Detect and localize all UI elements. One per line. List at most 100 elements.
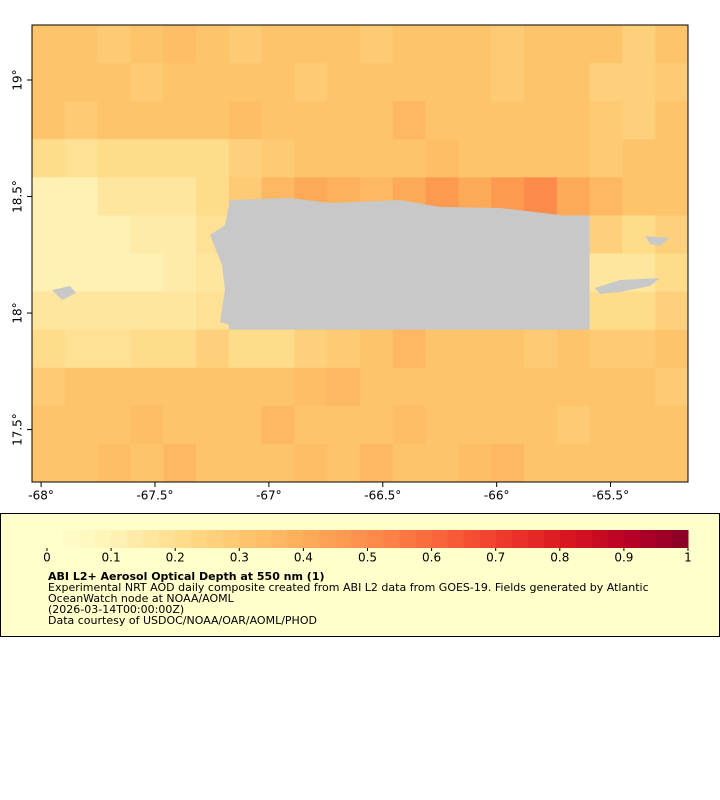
- aod-cell: [556, 101, 591, 140]
- aod-cell: [655, 101, 689, 140]
- legend-line: OceanWatch node at NOAA/AOML: [48, 592, 235, 605]
- aod-cell: [163, 101, 197, 140]
- aod-cell: [97, 101, 131, 140]
- aod-cell: [64, 177, 99, 216]
- aod-cell: [589, 405, 623, 445]
- aod-cell: [392, 367, 427, 407]
- aod-cell: [228, 139, 263, 178]
- colorbar-step: [239, 530, 256, 548]
- aod-cell: [97, 443, 131, 483]
- colorbar-step: [207, 530, 224, 548]
- colorbar-step: [383, 530, 401, 548]
- aod-cell: [196, 101, 230, 140]
- legend-title: ABI L2+ Aerosol Optical Depth at 550 nm …: [48, 570, 325, 583]
- aod-cell: [64, 405, 99, 445]
- aod-cell: [360, 443, 394, 483]
- x-tick-label: -67.5°: [136, 489, 173, 503]
- colorbar-step: [351, 530, 368, 548]
- aod-cell: [228, 101, 263, 140]
- aod-cell: [556, 443, 591, 483]
- aod-cell: [196, 25, 230, 64]
- colorbar-step: [319, 530, 336, 548]
- y-tick-label: 19°: [11, 69, 25, 90]
- aod-cell: [622, 329, 656, 369]
- aod-cell: [655, 215, 689, 254]
- aod-cell: [64, 101, 99, 140]
- aod-cell: [163, 139, 197, 178]
- colorbar-step: [271, 530, 288, 548]
- colorbar-step: [159, 530, 176, 548]
- colorbar-tick-label: 0.3: [230, 551, 249, 565]
- aod-cell: [294, 367, 328, 407]
- aod-cell: [360, 367, 394, 407]
- aod-cell: [163, 291, 197, 331]
- aod-cell: [130, 329, 164, 369]
- aod-cell: [163, 63, 197, 102]
- aod-cell: [392, 25, 427, 64]
- aod-cell: [261, 443, 295, 483]
- colorbar-step: [655, 530, 673, 548]
- aod-cell: [655, 367, 689, 407]
- aod-cell: [622, 139, 656, 178]
- aod-cell: [392, 443, 427, 483]
- aod-cell: [163, 253, 197, 293]
- aod-cell: [655, 63, 689, 102]
- aod-cell: [294, 63, 328, 102]
- aod-cell: [425, 139, 459, 178]
- aod-cell: [524, 177, 558, 216]
- colorbar-tick-label: 0.6: [422, 551, 441, 565]
- aod-cell: [392, 405, 427, 445]
- aod-cell: [32, 405, 66, 445]
- aod-cell: [589, 25, 623, 64]
- aod-cell: [360, 329, 394, 369]
- colorbar-tick-label: 0.2: [166, 551, 185, 565]
- aod-cell: [261, 63, 295, 102]
- land: [645, 236, 670, 246]
- aod-cell: [491, 25, 525, 64]
- aod-cell: [32, 329, 66, 369]
- aod-cell: [163, 329, 197, 369]
- aod-cell: [458, 101, 492, 140]
- aod-cell: [622, 215, 656, 254]
- aod-cell: [130, 139, 164, 178]
- aod-cell: [392, 329, 427, 369]
- aod-cell: [261, 101, 295, 140]
- colorbar-tick-label: 1: [684, 551, 692, 565]
- aod-cell: [655, 25, 689, 64]
- aod-cell: [130, 443, 164, 483]
- aod-cell: [97, 63, 131, 102]
- colorbar-step: [127, 530, 144, 548]
- aod-cell: [556, 25, 591, 64]
- aod-cell: [458, 405, 492, 445]
- aod-cell: [425, 443, 459, 483]
- aod-cell: [64, 63, 99, 102]
- colorbar: 0 0.1 0.2 0.3 0.4 0.5 0.6 0.7 0.8 0.9 1: [43, 530, 692, 565]
- aod-cell: [196, 63, 230, 102]
- aod-cell: [32, 63, 66, 102]
- aod-cell: [589, 101, 623, 140]
- aod-cell: [163, 215, 197, 254]
- aod-cell: [655, 253, 689, 293]
- colorbar-step: [671, 530, 689, 548]
- aod-cell: [196, 139, 230, 178]
- x-tick-label: -66.5°: [364, 489, 401, 503]
- colorbar-step: [303, 530, 320, 548]
- aod-cell: [622, 177, 656, 216]
- aod-cell: [589, 63, 623, 102]
- aod-cell: [458, 25, 492, 64]
- map-frame: [31, 24, 689, 483]
- aod-cell: [556, 405, 591, 445]
- legend-line: Experimental NRT AOD daily composite cre…: [48, 581, 649, 594]
- colorbar-step: [63, 530, 80, 548]
- aod-cell: [622, 291, 656, 331]
- colorbar-step: [495, 530, 513, 548]
- aod-cell: [294, 139, 328, 178]
- aod-cell: [556, 329, 591, 369]
- x-tick-label: -66°: [484, 489, 510, 503]
- aod-cell: [64, 367, 99, 407]
- aod-cell: [655, 329, 689, 369]
- aod-cell: [524, 101, 558, 140]
- aod-cell: [130, 291, 164, 331]
- aod-cell: [130, 177, 164, 216]
